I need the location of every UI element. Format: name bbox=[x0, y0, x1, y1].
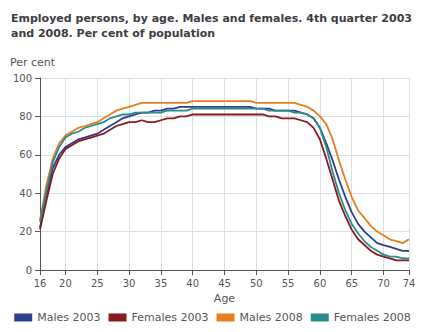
svg-text:Females 2003: Females 2003 bbox=[132, 311, 209, 324]
svg-text:40: 40 bbox=[19, 188, 32, 199]
svg-text:Per cent: Per cent bbox=[10, 56, 56, 69]
svg-text:55: 55 bbox=[282, 278, 295, 289]
svg-text:60: 60 bbox=[314, 278, 327, 289]
svg-text:Males 2008: Males 2008 bbox=[240, 311, 303, 324]
svg-text:35: 35 bbox=[155, 278, 168, 289]
svg-text:Age: Age bbox=[214, 292, 236, 305]
svg-text:60: 60 bbox=[19, 149, 32, 160]
svg-text:74: 74 bbox=[403, 278, 416, 289]
svg-text:16: 16 bbox=[34, 278, 47, 289]
svg-text:and 2008. Per cent of populati: and 2008. Per cent of population bbox=[11, 27, 215, 40]
svg-text:40: 40 bbox=[186, 278, 199, 289]
svg-text:50: 50 bbox=[250, 278, 263, 289]
svg-text:20: 20 bbox=[59, 278, 72, 289]
svg-text:0: 0 bbox=[26, 265, 32, 276]
svg-text:20: 20 bbox=[19, 226, 32, 237]
svg-text:Females 2008: Females 2008 bbox=[334, 311, 411, 324]
svg-text:Males 2003: Males 2003 bbox=[37, 311, 100, 324]
svg-text:25: 25 bbox=[91, 278, 104, 289]
svg-text:100: 100 bbox=[13, 73, 32, 84]
svg-text:30: 30 bbox=[123, 278, 136, 289]
svg-text:Employed persons, by age. Male: Employed persons, by age. Males and fema… bbox=[11, 12, 412, 25]
svg-text:65: 65 bbox=[345, 278, 358, 289]
svg-text:80: 80 bbox=[19, 111, 32, 122]
svg-text:45: 45 bbox=[218, 278, 231, 289]
svg-text:70: 70 bbox=[377, 278, 390, 289]
